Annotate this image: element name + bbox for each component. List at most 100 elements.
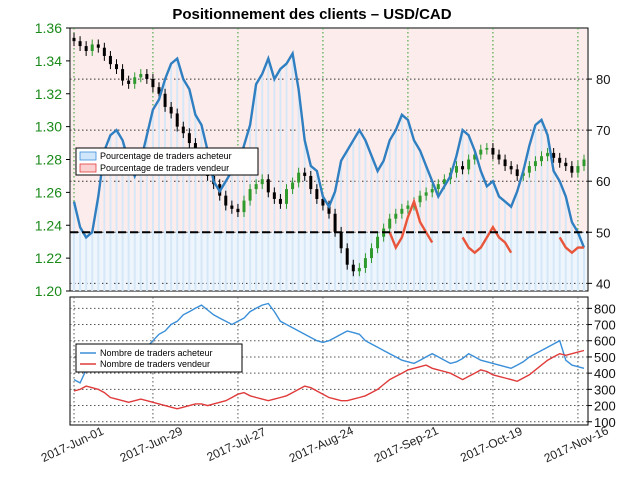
price-candle-body <box>181 126 185 134</box>
price-candle-body <box>321 198 325 206</box>
price-candle-body <box>467 159 471 170</box>
price-candle-body <box>72 37 76 42</box>
lower-legend: Nombre de traders acheteur Nombre de tra… <box>75 343 243 373</box>
price-candle-body <box>339 231 343 249</box>
x-tick-label: 2017-Oct-19 <box>458 424 525 465</box>
left-axis-tick-label: 1.26 <box>35 184 62 200</box>
lower-legend-box <box>75 343 243 373</box>
price-candle-body <box>515 169 519 176</box>
price-candle-body <box>266 179 270 193</box>
lower-axis-tick-label: 600 <box>594 334 616 349</box>
price-candle-body <box>558 157 562 163</box>
price-candle-body <box>461 166 465 170</box>
price-candle-body <box>78 41 82 47</box>
price-candle-body <box>169 106 173 114</box>
price-candle-body <box>376 236 380 249</box>
price-candle-body <box>424 192 428 196</box>
price-candle-body <box>345 248 349 265</box>
chart-title: Positionnement des clients – USD/CAD <box>172 6 451 23</box>
price-candle-body <box>527 166 531 173</box>
price-candle-body <box>351 264 355 272</box>
right-axis-tick-label: 50 <box>596 225 610 240</box>
price-candle-body <box>115 64 118 70</box>
right-axis-tick-label: 80 <box>596 72 610 87</box>
price-candle-body <box>127 80 131 84</box>
price-candle-body <box>430 189 434 193</box>
price-candle-body <box>236 208 240 213</box>
price-candle-body <box>108 55 112 65</box>
price-candle-body <box>509 166 513 170</box>
legend-label-sellers-count: Nombre de traders vendeur <box>100 359 210 369</box>
price-candle-body <box>394 213 398 219</box>
x-tick-label: 2017-Nov-16 <box>542 423 611 465</box>
x-tick-label: 2017-Jul-27 <box>205 425 269 465</box>
price-candle-body <box>540 156 543 162</box>
left-axis-tick-label: 1.20 <box>35 283 62 299</box>
price-candle-body <box>84 46 88 52</box>
lower-axis-tick-label: 800 <box>594 301 616 316</box>
left-axis-tick-label: 1.24 <box>35 217 62 233</box>
left-axis-tick-label: 1.36 <box>35 20 62 36</box>
price-candle-body <box>546 152 550 157</box>
legend-label-sellers-pct: Pourcentage de traders vendeur <box>100 163 229 173</box>
price-candle-body <box>570 166 574 173</box>
price-candle-body <box>388 218 392 229</box>
left-axis-tick-label: 1.32 <box>35 86 62 102</box>
sellers-pct-line <box>388 197 434 251</box>
price-candle-body <box>309 175 313 190</box>
lower-axis-tick-label: 500 <box>594 350 616 365</box>
price-candle-body <box>96 44 100 48</box>
price-candle-body <box>272 192 276 199</box>
price-candle-body <box>121 69 125 81</box>
left-axis-tick-label: 1.22 <box>35 250 62 266</box>
price-candle-body <box>497 154 501 160</box>
price-candle-body <box>455 166 458 173</box>
price-candle-body <box>552 152 556 158</box>
x-tick-label: 2017-Aug-24 <box>287 423 356 465</box>
price-candle-body <box>473 154 477 160</box>
price-candle-body <box>303 172 307 176</box>
price-candle-body <box>145 74 149 79</box>
price-candle-body <box>175 113 179 127</box>
price-candle-body <box>90 44 94 52</box>
right-axis-tick-label: 60 <box>596 174 610 189</box>
right-axis-tick-label: 40 <box>596 276 610 291</box>
price-candle-body <box>357 267 361 272</box>
price-candle-body <box>582 159 586 167</box>
price-candle-body <box>533 161 537 167</box>
price-candle-body <box>442 179 446 185</box>
right-axis-tick-label: 70 <box>596 123 610 138</box>
price-candle-body <box>327 205 331 214</box>
price-candle-body <box>157 87 161 94</box>
price-candle-body <box>248 189 252 201</box>
price-candle-body <box>224 195 228 206</box>
legend-label-buyers-count: Nombre de traders acheteur <box>100 348 213 358</box>
price-candle-body <box>315 189 319 199</box>
x-tick-label: 2017-Jun-29 <box>118 424 185 465</box>
price-candle-body <box>479 149 483 155</box>
price-candle-body <box>491 147 495 155</box>
upper-legend-box <box>75 147 259 176</box>
price-candle-body <box>102 47 106 56</box>
price-candle-body <box>187 133 191 144</box>
lower-axis-tick-label: 200 <box>594 399 616 414</box>
x-tick-label: 2017-Jun-01 <box>39 424 106 465</box>
sellers-pct-line <box>558 236 584 255</box>
left-axis-tick-label: 1.30 <box>35 119 62 135</box>
price-candle-body <box>291 182 295 190</box>
legend-label-buyers-pct: Pourcentage de traders acheteur <box>100 151 232 161</box>
x-tick-label: 2017-Sep-21 <box>372 423 441 465</box>
upper-legend: Pourcentage de traders acheteur Pourcent… <box>75 147 259 176</box>
price-candle-body <box>370 248 373 259</box>
buyers-count-line <box>73 302 585 384</box>
price-candle-body <box>278 198 282 204</box>
price-candle-body <box>260 179 264 185</box>
price-candle-body <box>254 184 258 190</box>
lower-axis-tick-label: 300 <box>594 382 616 397</box>
lower-axis-tick-label: 400 <box>594 366 616 381</box>
price-candle-body <box>564 162 568 167</box>
price-candle-body <box>242 200 246 213</box>
buyers-pct-line <box>72 50 586 249</box>
price-candle-body <box>285 189 288 204</box>
